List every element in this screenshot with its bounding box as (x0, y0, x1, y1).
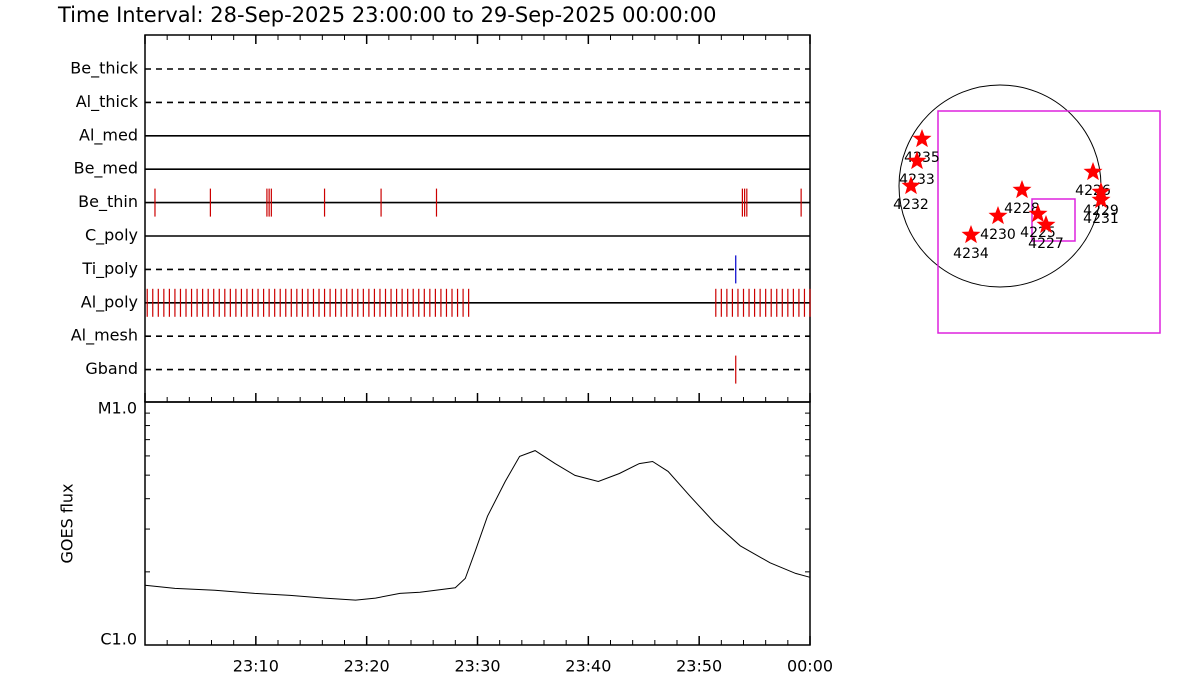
row-label: Al_poly (81, 292, 138, 312)
region-label: 4229 (1083, 203, 1119, 219)
region-marker (907, 151, 927, 170)
y-tick-label: C1.0 (100, 630, 137, 649)
region-marker (988, 206, 1008, 225)
region-label: 4234 (953, 246, 989, 262)
region-marker (1036, 215, 1056, 234)
row-label: Al_mesh (71, 326, 138, 346)
plot-frame (144, 34, 811, 403)
row-label: Ti_poly (81, 259, 138, 279)
row-label: Be_thin (78, 192, 138, 212)
x-tick-label: 23:50 (676, 657, 722, 676)
x-tick-label: 23:40 (565, 657, 611, 676)
region-label: 4228 (1004, 201, 1040, 217)
row-label: Al_thick (76, 92, 139, 112)
region-label: 4230 (980, 227, 1016, 243)
region-marker (1091, 190, 1111, 209)
y-axis-label: GOES flux (58, 483, 77, 563)
y-tick-label: M1.0 (98, 399, 137, 418)
target-box (1031, 198, 1076, 242)
chart-title: Time Interval: 28-Sep-2025 23:00:00 to 2… (57, 3, 716, 27)
row-label: Be_thick (70, 59, 138, 79)
row-label: C_poly (85, 226, 138, 246)
region-marker (961, 225, 981, 244)
field-of-view (937, 110, 1161, 334)
region-marker (1083, 162, 1103, 181)
row-label: Be_med (74, 159, 138, 179)
region-marker (1012, 180, 1032, 199)
x-tick-label: 00:00 (787, 657, 833, 676)
region-label: 4227 (1028, 236, 1064, 252)
region-marker (912, 129, 932, 148)
row-label: Gband (85, 359, 138, 378)
goes-line (144, 450, 811, 601)
x-tick-label: 23:10 (233, 657, 279, 676)
x-tick-label: 23:20 (344, 657, 390, 676)
region-label: 4231 (1083, 211, 1119, 227)
region-marker (901, 176, 921, 195)
region-marker (1028, 204, 1048, 223)
row-label: Al_med (79, 125, 138, 145)
x-tick-label: 23:30 (454, 657, 500, 676)
plot-frame (144, 401, 811, 646)
region-label: 4232 (893, 197, 929, 213)
